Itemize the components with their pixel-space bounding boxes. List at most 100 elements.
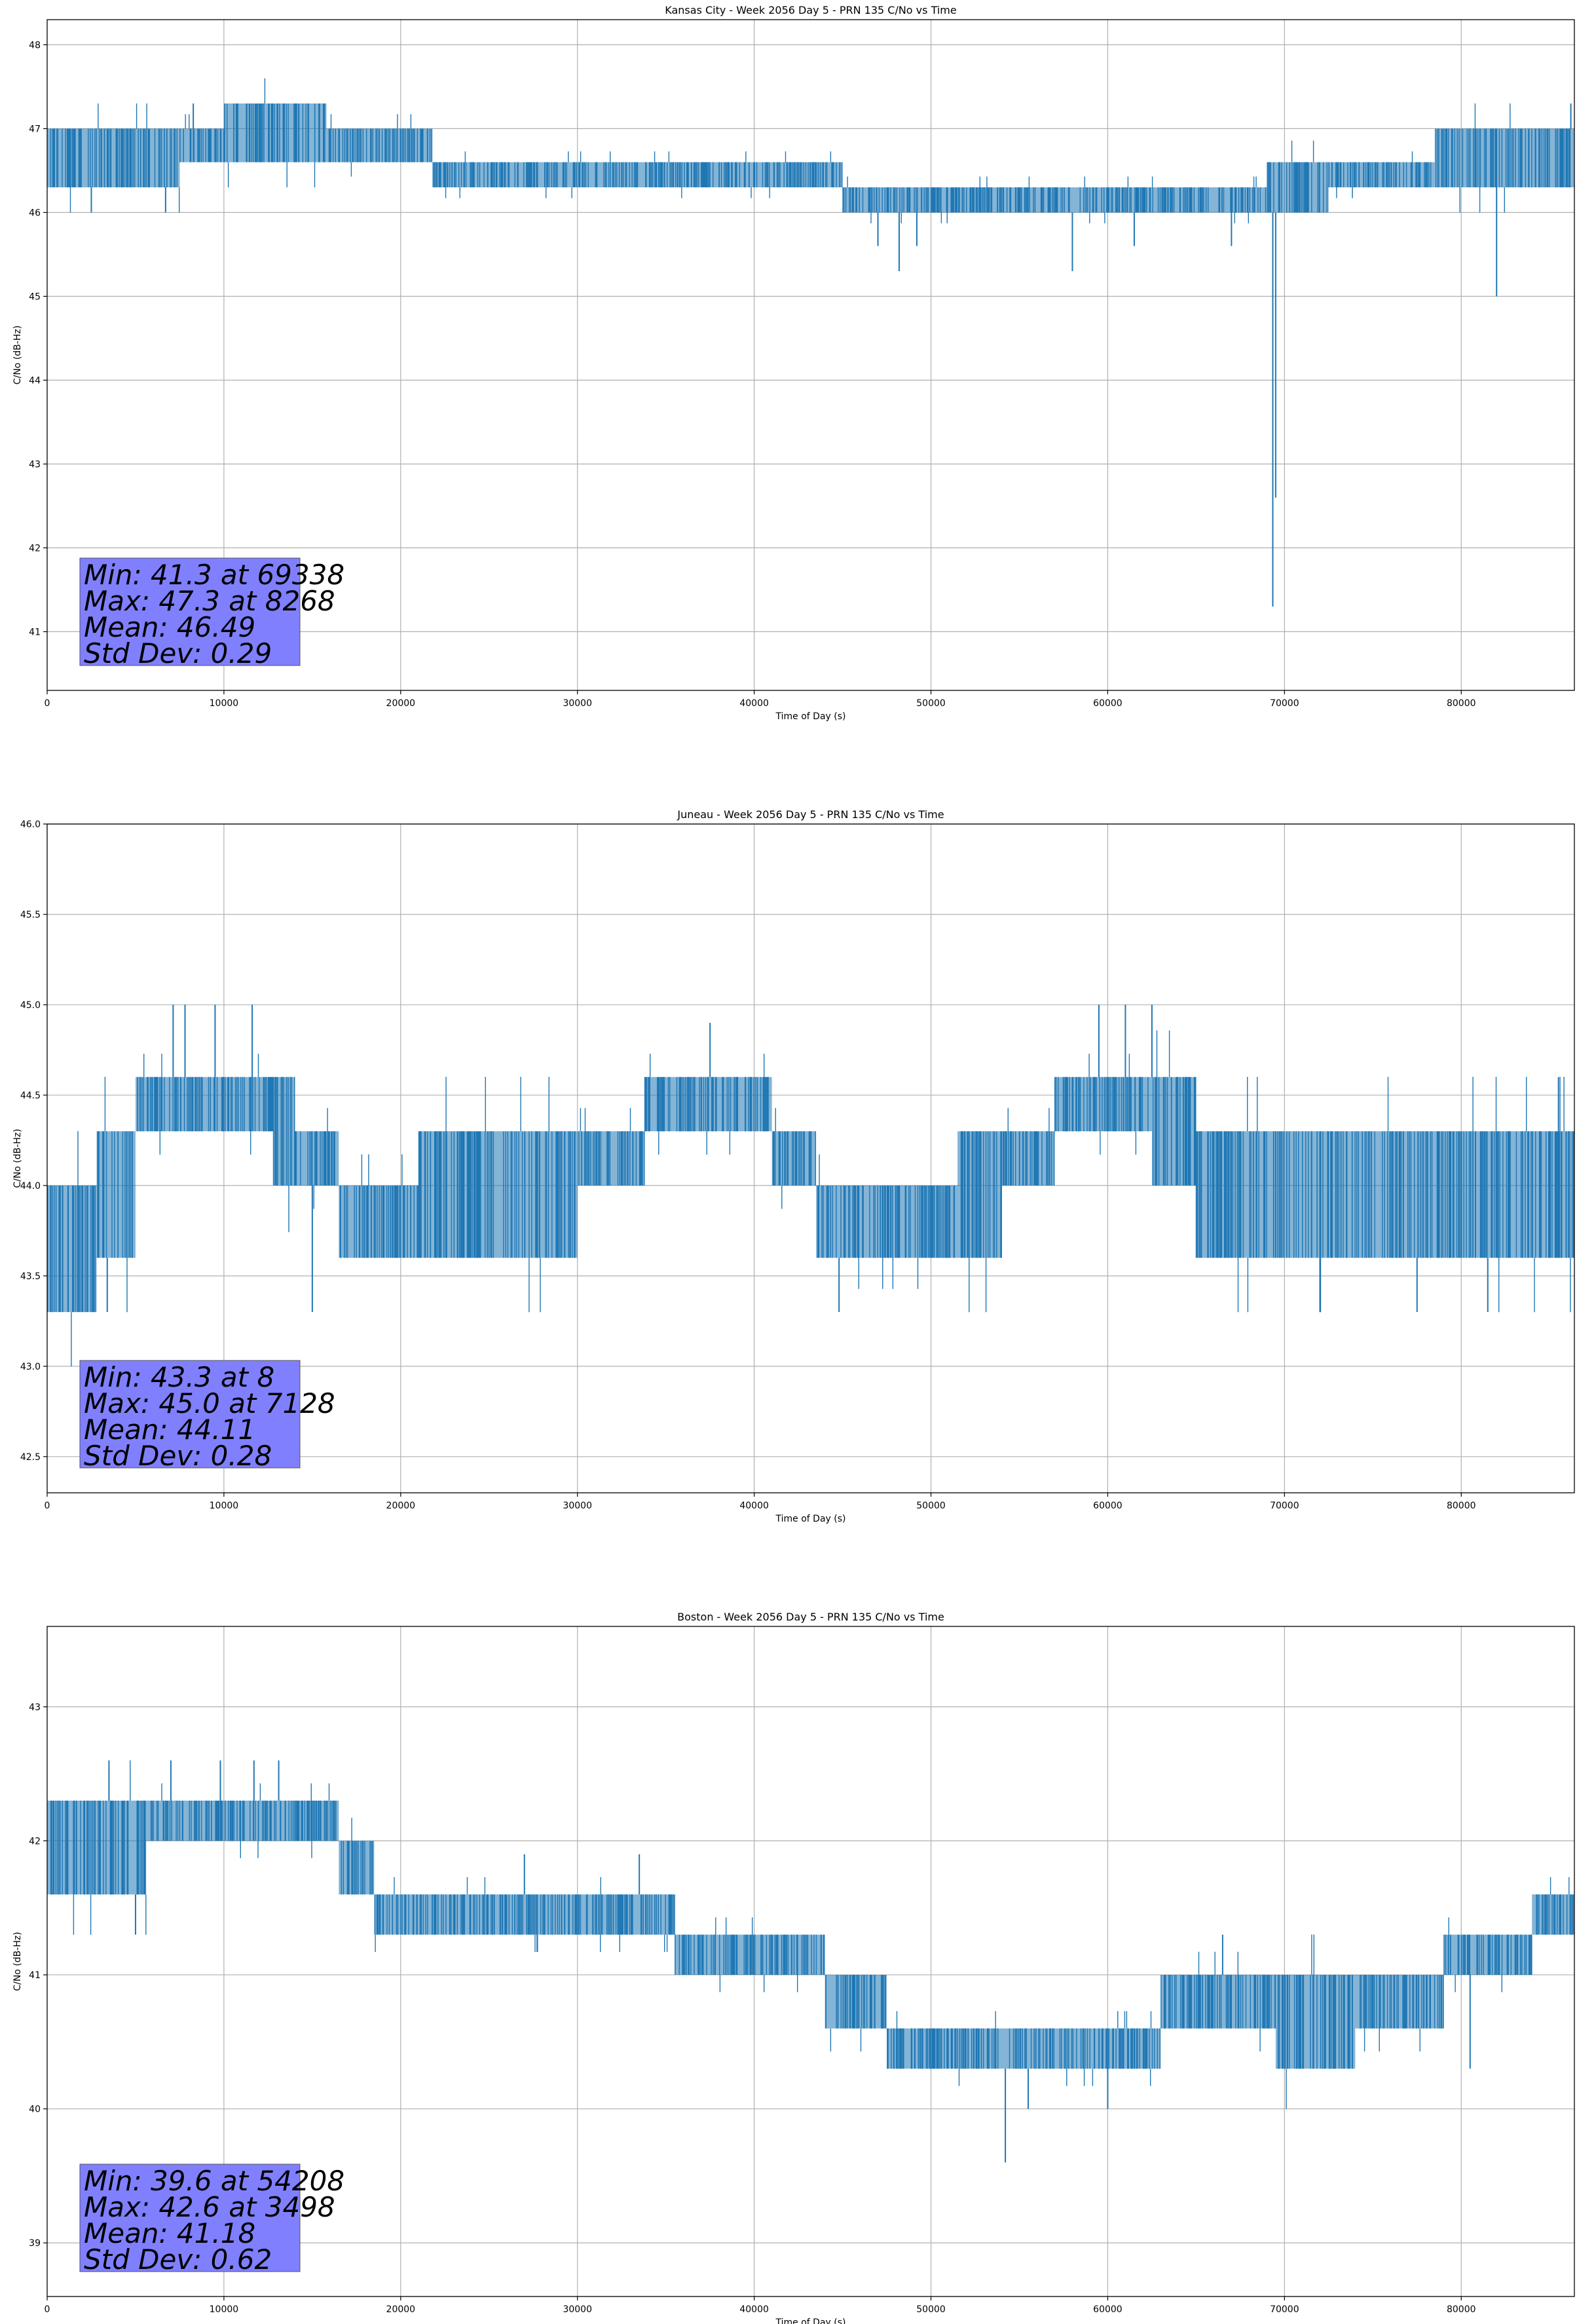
series-excursion	[73, 1894, 92, 1935]
y-tick-label: 40	[29, 2105, 41, 2115]
y-tick-label: 41	[29, 1970, 41, 1981]
series-line	[47, 78, 1574, 607]
series-trace	[418, 1131, 576, 1258]
x-tick-label: 60000	[1093, 698, 1122, 709]
series-excursion	[896, 2011, 1152, 2086]
series-excursion	[71, 1131, 79, 1367]
x-tick-label: 70000	[1270, 2304, 1299, 2315]
x-tick-label: 60000	[1093, 1501, 1122, 1511]
x-tick-label: 20000	[386, 698, 416, 709]
series-trace	[578, 162, 843, 187]
stats-line: Mean: 46.49	[84, 611, 255, 643]
chart-panel-3: 0 10000 20000 30000 40000 50000 60000 70000 8000…	[12, 1611, 1575, 2324]
y-tick-label: 45	[29, 291, 41, 302]
series-trace	[1328, 162, 1432, 187]
series-trace	[100, 1801, 146, 1895]
series-trace	[1054, 1077, 1149, 1132]
series-excursion	[1291, 140, 1314, 162]
y-tick-label: 42	[29, 1836, 41, 1846]
x-tick-label: 10000	[210, 1501, 239, 1511]
series-excursion	[847, 176, 948, 223]
y-tick-label: 48	[29, 40, 41, 50]
series-excursion	[715, 1917, 798, 1993]
series-band	[825, 1974, 887, 2029]
x-tick-label: 0	[45, 1501, 50, 1511]
series-excursion	[227, 78, 316, 188]
y-tick-label: 39	[29, 2238, 41, 2249]
series-trace	[825, 1975, 886, 2029]
y-axis-label: C/No (dB-Hz)	[12, 1129, 23, 1188]
series-excursion	[775, 1108, 783, 1209]
chart-panel-1: 0 10000 20000 30000 40000 50000 60000 70000 8000…	[12, 4, 1575, 722]
series-trace	[341, 1841, 373, 1895]
series-trace	[817, 1185, 955, 1258]
series-trace	[328, 128, 432, 162]
series-excursion	[445, 151, 572, 198]
y-tick-label: 46.0	[20, 819, 41, 830]
series-excursion	[979, 176, 1257, 223]
x-tick-label: 30000	[563, 698, 592, 709]
series-trace	[1195, 1131, 1575, 1258]
y-axis-label: C/No (dB-Hz)	[12, 1932, 23, 1991]
y-tick-label: 42.5	[20, 1452, 41, 1463]
x-tick-label: 40000	[739, 2304, 769, 2315]
series-trace	[50, 128, 80, 187]
series-trace	[150, 1801, 337, 1841]
stats-line: Std Dev: 0.29	[84, 637, 272, 669]
series-excursion	[969, 1258, 987, 1313]
series-excursion	[130, 1760, 147, 1935]
series-trace	[97, 1131, 133, 1258]
series-line	[47, 1760, 1574, 2163]
series-excursion	[600, 1877, 668, 1952]
series-trace	[1003, 1131, 1055, 1186]
x-tick-label: 70000	[1270, 698, 1299, 709]
y-tick-label: 43	[29, 459, 41, 470]
series-excursion	[1549, 1877, 1570, 1895]
series-trace	[675, 1934, 825, 1975]
series-excursion	[650, 1053, 765, 1155]
series-excursion	[1156, 1030, 1170, 1078]
y-tick-label: 45.5	[20, 910, 41, 920]
series-excursion	[143, 1053, 259, 1155]
y-axis-label: C/No (dB-Hz)	[12, 326, 23, 384]
x-tick-label: 60000	[1093, 2304, 1122, 2315]
series-band	[1160, 1974, 1276, 2029]
series-trace	[578, 1131, 645, 1186]
series-trace	[339, 1185, 418, 1258]
stats-line: Mean: 41.18	[84, 2217, 255, 2249]
stats-box	[79, 1360, 301, 1469]
stats-line: Min: 39.6 at 54208	[84, 2165, 344, 2197]
x-tick-label: 0	[45, 2304, 50, 2315]
series-trace	[79, 128, 177, 187]
chart-title: Boston - Week 2056 Day 5 - PRN 135 C/No …	[677, 1611, 944, 1623]
series-trace	[1443, 1934, 1532, 1975]
series-excursion	[1237, 1077, 1571, 1313]
series-trace	[644, 1077, 769, 1132]
chart-panel-2: 0 10000 20000 30000 40000 50000 60000 70000 8000…	[12, 808, 1575, 1524]
stats-box	[79, 557, 301, 666]
series-trace	[887, 2028, 1160, 2069]
x-tick-label: 30000	[563, 1501, 592, 1511]
series-trace	[1277, 1975, 1353, 2069]
x-tick-label: 10000	[210, 2304, 239, 2315]
series-trace	[179, 128, 225, 162]
stats-line: Max: 47.3 at 8268	[84, 585, 335, 617]
series-trace	[1360, 1975, 1444, 2029]
series-excursion	[819, 1154, 919, 1289]
series-excursion	[375, 1877, 538, 1952]
y-tick-label: 44	[29, 375, 41, 386]
axes-frame	[46, 1626, 1575, 2297]
series-trace	[1267, 162, 1327, 213]
series-excursion	[580, 1108, 631, 1132]
series-excursion	[1088, 1053, 1137, 1155]
x-tick-label: 50000	[916, 1501, 946, 1511]
series-trace	[542, 1894, 675, 1935]
series-band	[1434, 128, 1574, 187]
series-excursion	[1448, 1917, 1502, 1993]
series-trace	[1435, 128, 1571, 187]
x-tick-label: 0	[45, 698, 50, 709]
stats-box	[79, 2164, 301, 2272]
